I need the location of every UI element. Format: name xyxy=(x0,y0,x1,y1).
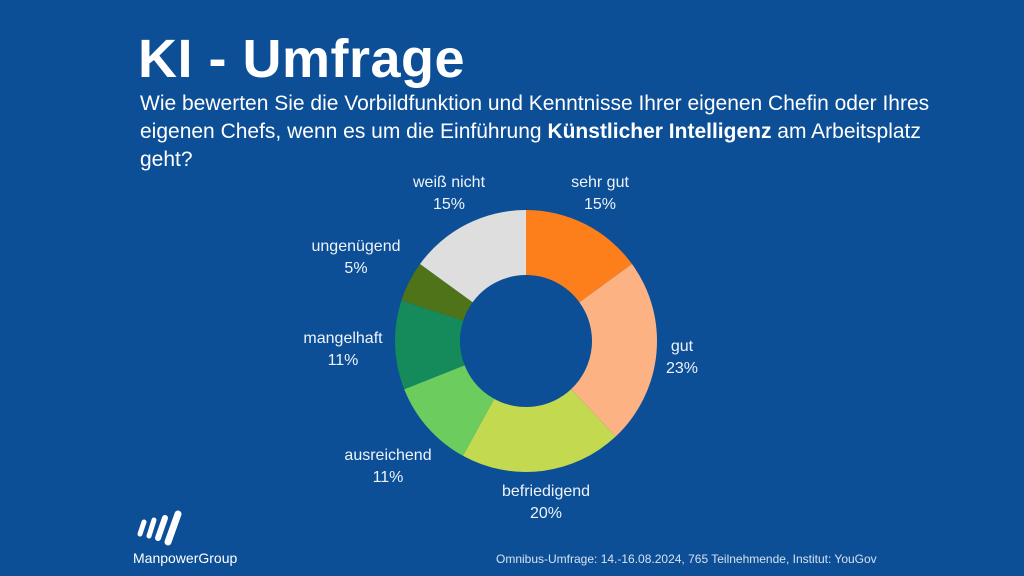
question-text: Wie bewerten Sie die Vorbildfunktion und… xyxy=(140,90,960,174)
label-weiss-nicht: weiß nicht 15% xyxy=(412,174,486,213)
source-note: Omnibus-Umfrage: 14.-16.08.2024, 765 Tei… xyxy=(496,552,877,566)
label-ausreichend: ausreichend 11% xyxy=(344,447,432,486)
slice-5 xyxy=(401,264,473,321)
label-befriedigend: befriedigend 20% xyxy=(501,483,591,522)
manpowergroup-logo xyxy=(137,510,182,546)
question-bold: Künstlicher Intelligenz xyxy=(547,120,772,143)
slice-2 xyxy=(462,389,616,472)
slice-0 xyxy=(526,210,632,303)
slice-6 xyxy=(420,210,526,303)
question-part1: Wie bewerten Sie die Vorbildfunktion und… xyxy=(140,92,930,143)
page-title: KI - Umfrage xyxy=(138,29,466,89)
question-part2: am Arbeitsplatz geht? xyxy=(140,120,921,171)
slice-4 xyxy=(395,300,465,390)
brand-name: ManpowerGroup xyxy=(133,550,238,566)
label-gut: gut 23% xyxy=(665,338,699,377)
label-mangelhaft: mangelhaft 11% xyxy=(303,330,383,369)
label-ungenuegend: ungenügend 5% xyxy=(311,238,401,277)
label-sehr-gut: sehr gut 15% xyxy=(571,174,629,213)
slice-3 xyxy=(404,365,495,456)
slice-1 xyxy=(571,264,657,437)
